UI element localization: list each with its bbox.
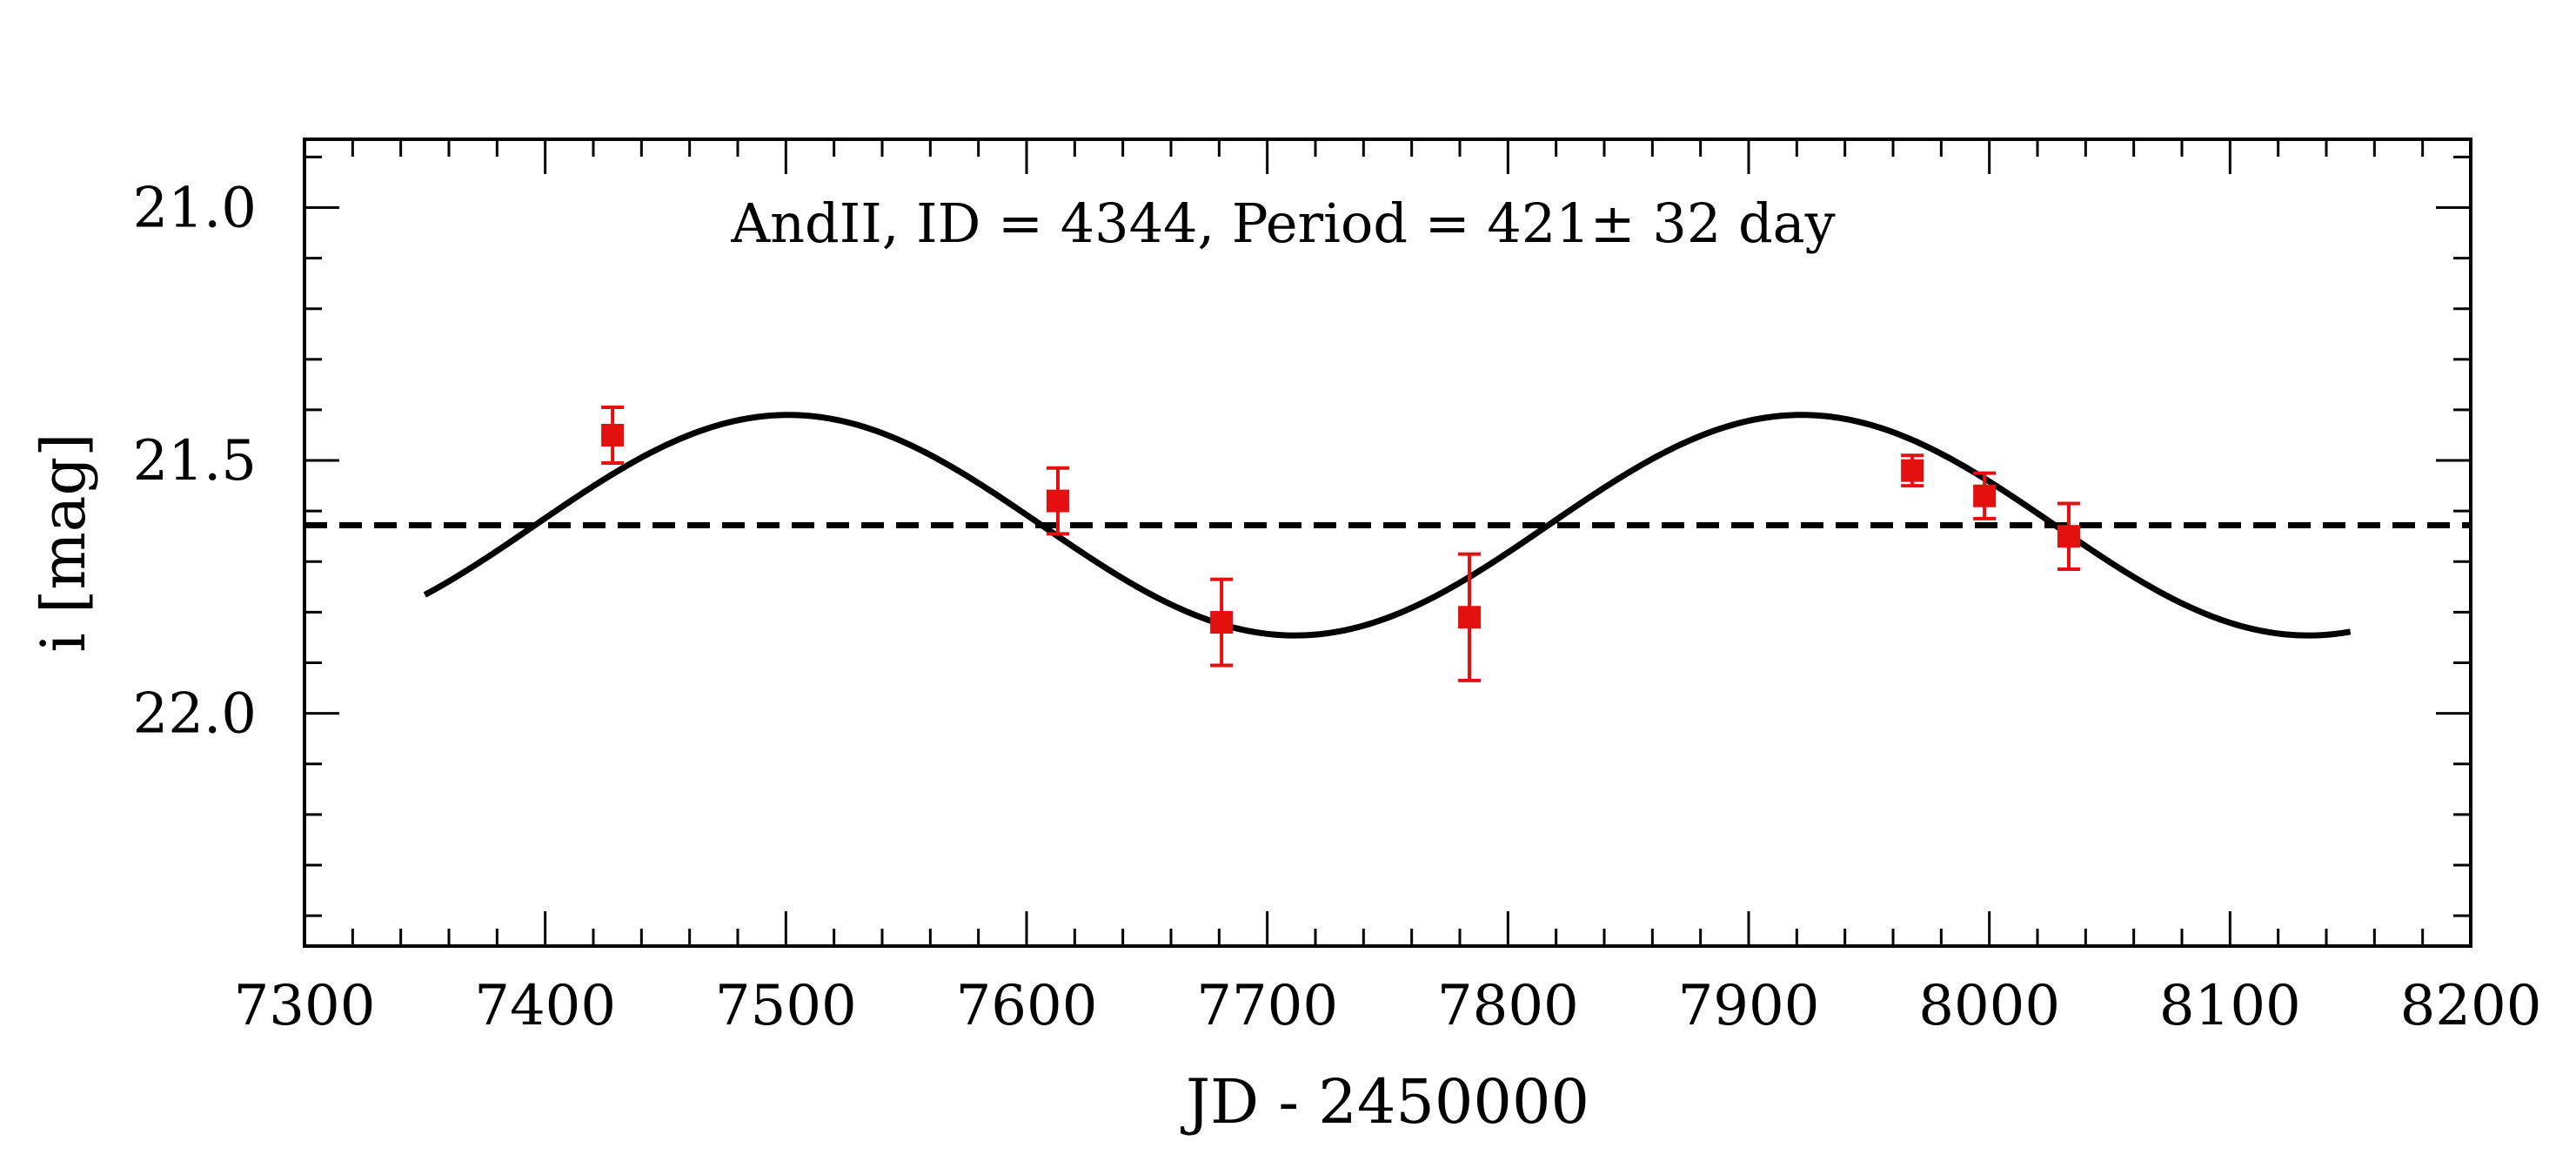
x-tick-label: 7900 <box>1678 974 1820 1038</box>
data-point <box>1458 552 1482 682</box>
data-point <box>601 406 625 465</box>
x-tick-label: 7600 <box>956 974 1098 1038</box>
data-point <box>1046 466 1069 536</box>
x-tick-label: 8200 <box>2400 974 2542 1038</box>
x-tick-label: 7700 <box>1196 974 1338 1038</box>
plot-area <box>304 406 2471 682</box>
x-tick-label: 7300 <box>234 974 376 1038</box>
data-marker <box>601 423 625 446</box>
data-marker <box>1046 489 1069 513</box>
y-axis-label: i [mag] <box>28 433 99 652</box>
data-marker <box>1210 611 1234 634</box>
plot-frame <box>303 138 2472 948</box>
chart-title: AndII, ID = 4344, Period = 421± 32 day <box>730 191 1835 255</box>
x-tick-label: 8100 <box>2159 974 2301 1038</box>
y-tick-label: 21.5 <box>133 429 258 493</box>
x-tick-label: 8000 <box>1918 974 2060 1038</box>
y-tick-label: 21.0 <box>133 176 258 240</box>
data-marker <box>1458 606 1482 629</box>
data-point <box>1973 471 1997 520</box>
x-tick-label: 7500 <box>715 974 857 1038</box>
y-tick-label: 22.0 <box>133 682 258 747</box>
data-point <box>1901 453 1924 488</box>
sinusoid-fit-curve <box>423 412 2352 639</box>
x-tick-label: 7800 <box>1437 974 1579 1038</box>
data-point <box>2057 501 2080 572</box>
minor-ticks <box>304 139 2471 946</box>
major-ticks <box>303 139 2472 946</box>
x-axis-label: JD - 2450000 <box>1181 1066 1589 1138</box>
x-tick-labels: 7300 7400 7500 7600 7700 7800 7900 8000 8100 8200 <box>234 974 2542 1038</box>
data-point <box>1210 577 1234 668</box>
x-tick-label: 7400 <box>474 974 616 1038</box>
data-marker <box>1901 459 1924 482</box>
y-tick-labels: 21.0 21.5 22.0 <box>133 176 258 746</box>
data-marker <box>1973 484 1997 507</box>
data-marker <box>2057 525 2080 548</box>
